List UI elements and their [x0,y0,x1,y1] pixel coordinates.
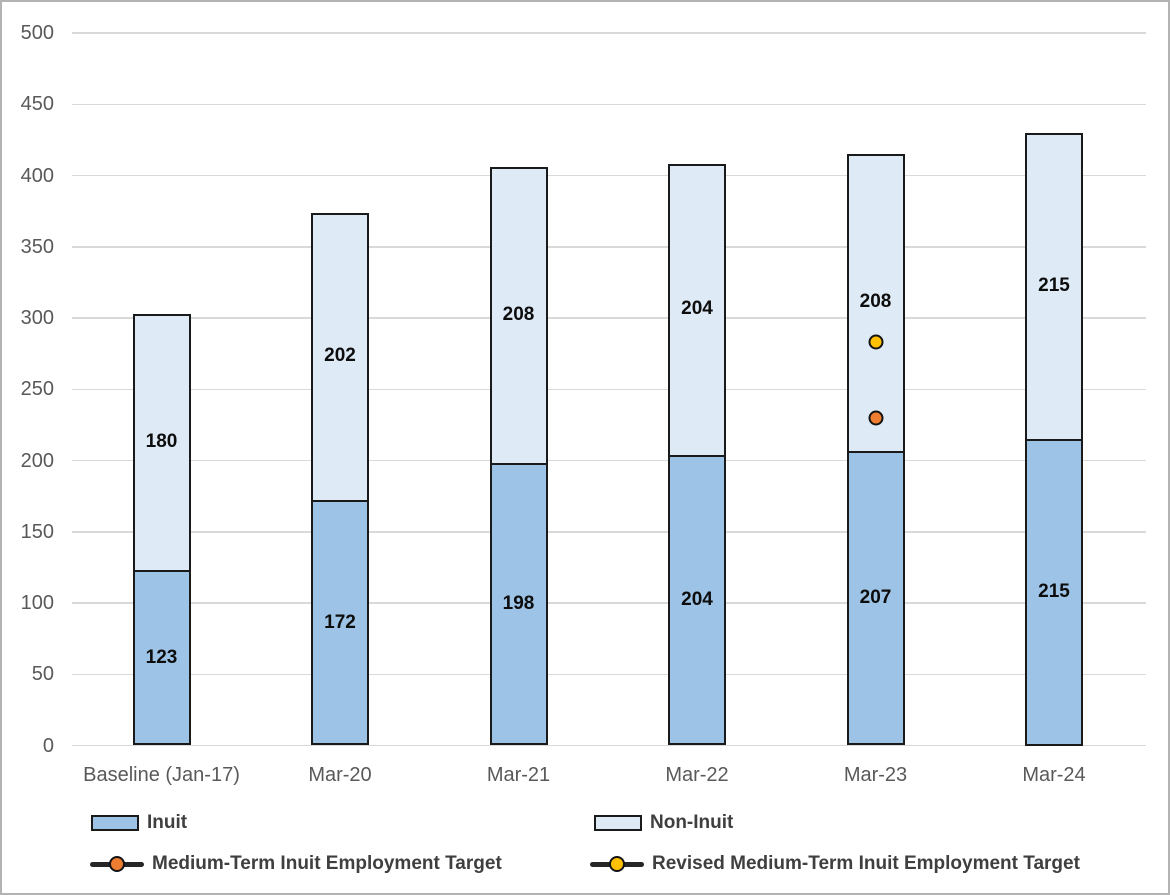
bar-segment-inuit [668,454,726,746]
legend-label: Non-Inuit [650,812,734,833]
gridline [72,174,1146,177]
bar-value-label-inuit: 207 [859,587,892,608]
bar-segment-non-inuit [1025,132,1083,440]
bar-value-label-non-inuit: 215 [1038,274,1070,296]
legend-item-revised-target: Revised Medium-Term Inuit Employment Tar… [590,849,1080,879]
gridline [72,459,1146,462]
legend-item-non-inuit: Non-Inuit [594,808,733,838]
gridline [72,32,1146,34]
target-marker [868,410,883,426]
x-tick-label: Mar-24 [1022,764,1086,786]
x-tick-label: Mar-21 [486,764,551,786]
bar-value-label-inuit: 172 [324,611,356,633]
legend-label: Medium-Term Inuit Employment Target [152,853,502,874]
bar-value-label-inuit: 198 [502,593,535,615]
gridline [72,673,1146,675]
y-tick-label: 300 [20,307,54,329]
bar-value-label-inuit: 123 [145,646,178,668]
bar-segment-inuit [311,500,369,746]
bar-value-label-non-inuit: 208 [859,291,892,313]
y-tick-label: 100 [20,592,54,614]
y-tick-label: 350 [20,235,54,258]
gridline [72,531,1146,533]
bar-value-label-non-inuit: 180 [145,430,178,452]
x-tick-label: Mar-20 [308,764,372,786]
y-tick-label: 200 [20,449,54,472]
y-tick-label: 500 [20,22,54,44]
legend-label: Inuit [147,812,188,833]
legend-item-medium-term-target: Medium-Term Inuit Employment Target [90,849,502,879]
y-tick-label: 450 [20,93,54,116]
gridline [72,317,1146,319]
non-inuit-series-swatch-icon [594,815,642,831]
legend-label: Revised Medium-Term Inuit Employment Tar… [652,853,1080,874]
y-tick-label: 250 [20,378,54,401]
target-marker [868,334,883,350]
bar-segment-non-inuit [668,164,726,455]
legend-item-inuit: Inuit [91,808,187,838]
gridline [72,744,1146,747]
bar-segment-non-inuit [489,166,548,464]
x-tick-label: Mar-22 [665,764,729,786]
yellow-dot-icon [609,856,625,872]
bar-segment-non-inuit [311,212,369,501]
bar-segment-inuit [132,570,191,746]
bar-segment-inuit [1025,439,1083,746]
x-tick-label: Mar-23 [843,764,908,786]
y-tick-label: 50 [31,663,54,686]
inuit-series-swatch-icon [91,815,139,831]
target-marker-icon [590,855,644,873]
y-tick-label: 0 [42,734,54,757]
gridline [72,246,1146,248]
bar-segment-non-inuit [846,154,905,451]
bar-value-label-inuit: 215 [1038,581,1070,603]
gridline [72,103,1146,105]
bar-value-label-non-inuit: 208 [502,304,535,326]
orange-dot-icon [109,856,125,872]
gridline [72,602,1146,604]
bar-segment-inuit [489,463,548,746]
target-marker-icon [90,855,144,873]
gridline [72,388,1146,390]
bar-value-label-non-inuit: 202 [324,345,356,367]
x-tick-label: Baseline (Jan-17) [83,764,240,786]
y-tick-label: 400 [20,164,54,187]
bar-segment-non-inuit [132,313,191,571]
bar-segment-inuit [846,450,905,746]
y-tick-label: 150 [20,520,54,543]
bar-value-label-inuit: 204 [681,589,713,611]
bar-value-label-non-inuit: 204 [681,298,713,320]
